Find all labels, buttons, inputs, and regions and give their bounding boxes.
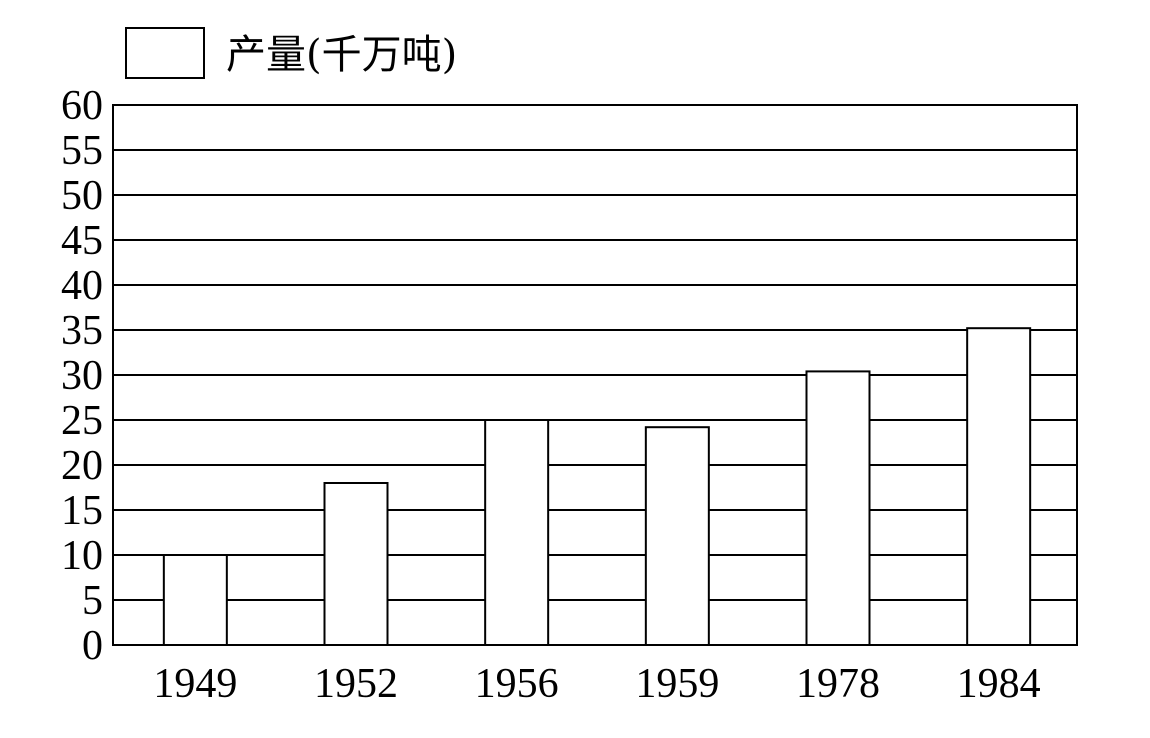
bar-1959 [644,426,710,647]
y-tick-label: 30 [61,353,103,399]
y-tick-label: 25 [61,398,103,444]
legend: 产量(千万吨) [125,27,457,79]
y-tick-label: 45 [61,218,103,264]
bar-1984 [966,327,1032,646]
x-tick-label: 1949 [153,661,237,707]
bars [162,327,1032,647]
gridlines [113,149,1077,601]
y-tick-label: 50 [61,173,103,219]
x-tick-label: 1978 [796,661,880,707]
y-tick-label: 0 [82,623,103,669]
y-tick-label: 55 [61,128,103,174]
x-tick-label: 1952 [314,661,398,707]
x-tick-label: 1956 [475,661,559,707]
bar-1978 [805,370,871,646]
y-tick-label: 15 [61,488,103,534]
x-axis-tick-labels: 1949 1952 1956 1959 1978 1984 [153,661,1040,707]
y-tick-label: 5 [82,578,103,624]
x-tick-label: 1959 [635,661,719,707]
y-tick-label: 10 [61,533,103,579]
legend-label: 产量(千万吨) [226,32,457,78]
y-tick-label: 20 [61,443,103,489]
y-tick-label: 35 [61,308,103,354]
y-tick-label: 40 [61,263,103,309]
bar-1952 [323,482,389,646]
legend-swatch [125,27,205,79]
bar-1956 [484,419,550,646]
bar-1949 [162,554,228,646]
x-tick-label: 1984 [957,661,1041,707]
plot-frame [112,104,1078,646]
y-tick-label: 60 [61,83,103,129]
